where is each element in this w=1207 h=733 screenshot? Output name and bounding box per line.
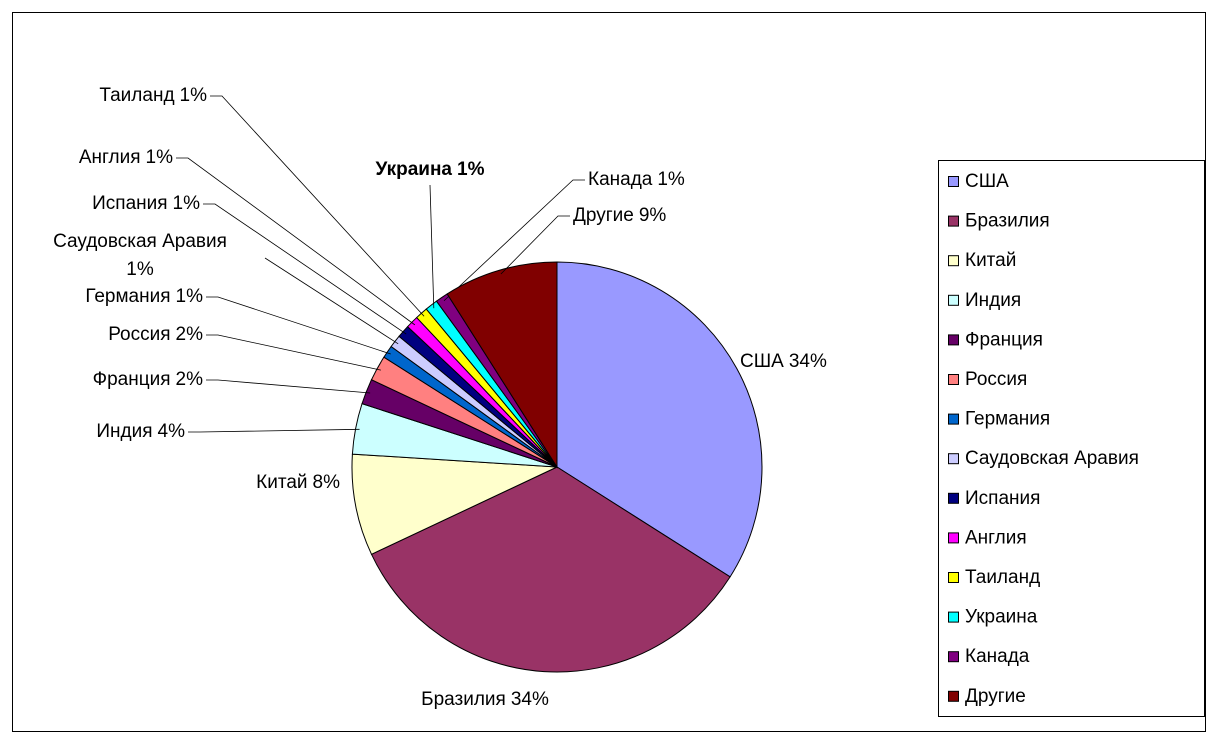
legend-swatch (948, 532, 959, 544)
legend-label: Саудовская Аравия (965, 448, 1139, 469)
data-label-name: Франция (93, 369, 171, 390)
legend-swatch (948, 690, 959, 702)
pie-slice (556, 261, 763, 578)
data-label-value: 1% (146, 147, 174, 168)
leader-line (176, 157, 416, 326)
legend-label: Другие (965, 686, 1026, 707)
legend-label: Китай (965, 250, 1016, 271)
data-label-value: 1% (173, 193, 201, 214)
data-label: Украина 1% (376, 159, 485, 180)
data-label-value: 2% (176, 369, 204, 390)
data-label-name: Саудовская Аравия (53, 231, 227, 252)
data-label: Индия 4% (96, 421, 185, 442)
leader-line (206, 296, 391, 355)
legend-swatch (948, 176, 959, 187)
legend-label: Бразилия (965, 211, 1050, 232)
pie-slice (446, 261, 558, 469)
data-label-name: США (740, 351, 784, 372)
data-label-value: 9% (639, 205, 667, 226)
legend-swatch (948, 413, 959, 425)
legend-label: Германия (965, 409, 1050, 430)
data-label-name: Китай (256, 472, 307, 493)
leader-line (500, 215, 570, 275)
data-label-value: 34% (511, 689, 549, 710)
data-label-name: Россия (108, 324, 170, 345)
data-label: Китай 8% (256, 472, 340, 493)
legend-swatch (948, 215, 959, 227)
leader-line (188, 428, 360, 433)
leader-line (264, 257, 399, 345)
data-label: Англия 1% (79, 147, 173, 168)
data-label-name: Другие (573, 205, 634, 226)
legend-swatch (948, 374, 959, 385)
data-label: Германия 1% (85, 286, 203, 307)
legend-label: Испания (965, 488, 1040, 509)
legend-label: США (965, 171, 1009, 192)
legend-label: Украина (965, 607, 1038, 628)
legend-swatch (948, 572, 959, 583)
legend-swatch (948, 334, 959, 346)
data-label-value: 1% (180, 85, 208, 106)
data-label: США 34% (740, 351, 827, 372)
leader-line (429, 184, 435, 309)
leader-line (206, 334, 381, 371)
legend-label: Индия (965, 290, 1021, 311)
data-label-value: 1% (126, 259, 154, 280)
data-label: Испания 1% (92, 193, 200, 214)
data-label-value: 34% (789, 351, 827, 372)
data-label: Другие 9% (573, 205, 666, 226)
data-label-value: 2% (176, 324, 204, 345)
leader-line (203, 203, 407, 335)
legend-swatch (948, 611, 959, 623)
data-label: Франция 2% (93, 369, 203, 390)
data-label: Россия 2% (108, 324, 203, 345)
data-label: Таиланд 1% (99, 85, 207, 106)
leader-line (443, 179, 585, 302)
data-label-name: Англия (79, 147, 141, 168)
data-label-value: 8% (313, 472, 341, 493)
legend-label: Англия (965, 527, 1027, 548)
legend-label: Россия (965, 369, 1027, 390)
pie-slice (351, 453, 558, 555)
leader-line (210, 95, 425, 317)
pie-slice (370, 466, 731, 673)
legend-label: Франция (965, 329, 1043, 350)
data-label: Бразилия 34% (421, 689, 549, 710)
data-label-name: Индия (96, 421, 152, 442)
data-label-value: 4% (158, 421, 186, 442)
legend-swatch (948, 492, 959, 504)
data-label: Саудовская Аравия 1% (53, 231, 227, 280)
data-label-name: Испания (92, 193, 167, 214)
data-label-value: 1% (176, 286, 204, 307)
data-label-name: Бразилия (421, 689, 506, 710)
data-label-value: 1% (657, 169, 685, 190)
data-label-value: 1% (457, 159, 485, 180)
legend-label: Канада (965, 646, 1030, 667)
leader-line (206, 379, 371, 394)
legend-swatch (948, 651, 959, 663)
data-label-name: Германия (85, 286, 170, 307)
legend-swatch (948, 294, 959, 306)
data-label-name: Украина (376, 159, 453, 180)
data-label-name: Таиланд (99, 85, 174, 106)
legend-box (938, 160, 1205, 717)
legend-swatch (948, 453, 959, 465)
legend-swatch (948, 255, 959, 267)
legend-label: Таиланд (965, 567, 1040, 588)
data-label: Канада 1% (588, 169, 685, 190)
data-label-name: Канада (588, 169, 653, 190)
